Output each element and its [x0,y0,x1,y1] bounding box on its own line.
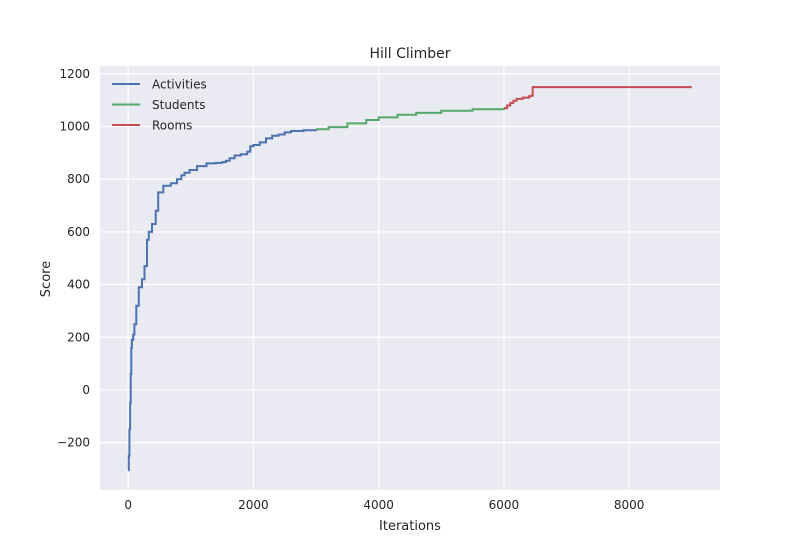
y-tick-label: 0 [82,383,90,397]
x-tick-label: 6000 [489,498,520,512]
x-tick-label: 0 [124,498,132,512]
y-tick-labels: −200 0 200 400 600 800 1000 1200 [57,67,90,450]
y-tick-label: 600 [67,225,90,239]
series-lines [127,86,692,472]
x-tick-label: 8000 [614,498,645,512]
series-line-students [316,108,505,131]
chart-title: Hill Climber [369,46,450,62]
y-tick-label: 400 [67,278,90,292]
legend: Activities Students Rooms [112,78,207,133]
grid-lines [100,66,720,490]
series-line-activities [127,129,318,472]
legend-label-students: Students [152,98,206,112]
y-axis-label: Score [39,261,54,297]
x-tick-labels: 0 2000 4000 6000 8000 [124,498,644,512]
series-line-rooms [503,86,692,110]
y-tick-label: 200 [67,330,90,344]
y-tick-label: 800 [67,172,90,186]
y-tick-label: 1000 [59,120,90,134]
plot-background [100,66,720,490]
y-tick-label: −200 [57,436,90,450]
legend-label-activities: Activities [152,78,207,92]
x-tick-label: 4000 [363,498,394,512]
y-tick-label: 1200 [59,67,90,81]
legend-label-rooms: Rooms [152,119,192,133]
x-axis-label: Iterations [379,519,441,534]
x-tick-label: 2000 [238,498,269,512]
